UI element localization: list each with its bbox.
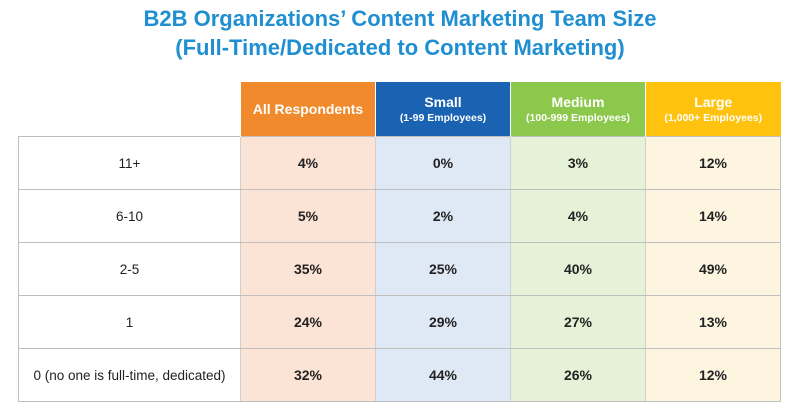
table-row: 0 (no one is full-time, dedicated) 32% 4… (18, 348, 781, 402)
cell-value: 25% (375, 242, 511, 296)
cell-value: 44% (375, 348, 511, 402)
cell-value: 12% (645, 136, 781, 190)
column-header-sublabel: (1-99 Employees) (399, 112, 487, 124)
cell-value: 49% (645, 242, 781, 296)
column-header-large: Large (1,000+ Employees) (645, 82, 781, 137)
team-size-table: All Respondents Small (1-99 Employees) M… (18, 82, 781, 402)
column-header-label: Small (424, 94, 462, 110)
row-label: 6-10 (18, 189, 241, 243)
header-row: All Respondents Small (1-99 Employees) M… (18, 82, 781, 137)
cell-value: 35% (240, 242, 376, 296)
header-corner (18, 82, 241, 137)
cell-value: 26% (510, 348, 646, 402)
cell-value: 2% (375, 189, 511, 243)
cell-value: 12% (645, 348, 781, 402)
chart-title-line1: B2B Organizations’ Content Marketing Tea… (143, 6, 657, 31)
cell-value: 4% (240, 136, 376, 190)
cell-value: 13% (645, 295, 781, 349)
row-label: 11+ (18, 136, 241, 190)
cell-value: 14% (645, 189, 781, 243)
row-label: 0 (no one is full-time, dedicated) (18, 348, 241, 402)
chart-title-line2: (Full-Time/Dedicated to Content Marketin… (175, 35, 625, 60)
table-row: 11+ 4% 0% 3% 12% (18, 136, 781, 190)
column-header-sublabel: (1,000+ Employees) (664, 112, 763, 124)
cell-value: 32% (240, 348, 376, 402)
column-header-small: Small (1-99 Employees) (375, 82, 511, 137)
column-header-all-respondents: All Respondents (240, 82, 376, 137)
table-row: 2-5 35% 25% 40% 49% (18, 242, 781, 296)
cell-value: 24% (240, 295, 376, 349)
column-header-label: Medium (551, 94, 605, 110)
row-label: 2-5 (18, 242, 241, 296)
cell-value: 5% (240, 189, 376, 243)
column-header-label: All Respondents (252, 101, 364, 117)
cell-value: 4% (510, 189, 646, 243)
cell-value: 29% (375, 295, 511, 349)
table-row: 1 24% 29% 27% 13% (18, 295, 781, 349)
cell-value: 0% (375, 136, 511, 190)
column-header-sublabel: (100-999 Employees) (526, 112, 630, 124)
cell-value: 3% (510, 136, 646, 190)
row-label: 1 (18, 295, 241, 349)
chart-title: B2B Organizations’ Content Marketing Tea… (0, 4, 800, 62)
cell-value: 40% (510, 242, 646, 296)
table-row: 6-10 5% 2% 4% 14% (18, 189, 781, 243)
cell-value: 27% (510, 295, 646, 349)
column-header-label: Large (694, 94, 733, 110)
column-header-medium: Medium (100-999 Employees) (510, 82, 646, 137)
